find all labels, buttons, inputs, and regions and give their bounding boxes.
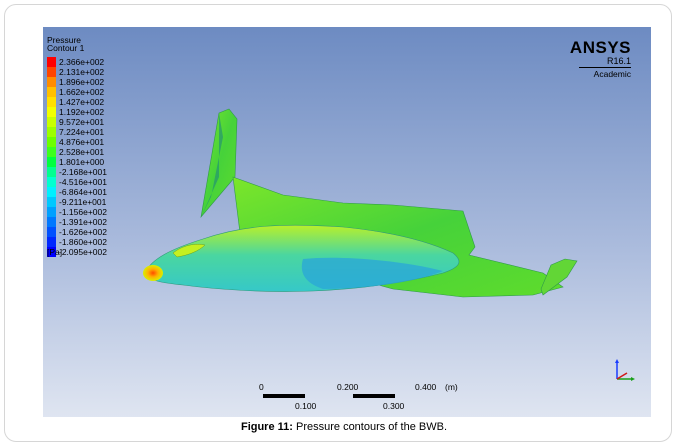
scale-bar: 0 0.200 0.400 (m) 0.100 0.300 xyxy=(253,377,473,417)
legend-label: 7.224e+001 xyxy=(59,127,105,137)
legend-label: -6.864e+001 xyxy=(59,187,107,197)
scale-tick-100: 0.100 xyxy=(295,401,317,411)
brand-divider xyxy=(579,67,631,68)
legend-swatch xyxy=(47,137,56,147)
nose-stagnation xyxy=(143,265,163,281)
scale-tick-300: 0.300 xyxy=(383,401,405,411)
legend-swatch xyxy=(47,187,56,197)
legend-label: 2.366e+002 xyxy=(59,57,105,67)
legend-label: 1.801e+000 xyxy=(59,157,105,167)
legend-label: -1.626e+002 xyxy=(59,227,107,237)
legend-swatch xyxy=(47,87,56,97)
ansys-logo: ANSYS R16.1 Academic xyxy=(570,39,631,79)
legend-title: Pressure Contour 1 xyxy=(47,35,85,53)
legend-swatch xyxy=(47,97,56,107)
legend-label: -4.516e+001 xyxy=(59,177,107,187)
legend-swatch xyxy=(47,167,56,177)
legend-label: -1.860e+002 xyxy=(59,237,107,247)
legend-swatch xyxy=(47,127,56,137)
legend-swatch xyxy=(47,227,56,237)
legend-swatch xyxy=(47,247,56,257)
legend-swatch xyxy=(47,107,56,117)
cockpit xyxy=(172,244,206,258)
legend-swatch xyxy=(47,177,56,187)
legend-label: 1.896e+002 xyxy=(59,77,105,87)
legend-swatch xyxy=(47,77,56,87)
legend-labels: 2.366e+002 2.131e+002 1.896e+002 1.662e+002… xyxy=(59,57,107,257)
legend-swatch xyxy=(47,217,56,227)
legend-label: 2.528e+001 xyxy=(59,147,105,157)
legend-swatch xyxy=(47,237,56,247)
legend-swatch xyxy=(47,197,56,207)
axis-triad-icon xyxy=(615,359,635,381)
legend-label: 1.192e+002 xyxy=(59,107,105,117)
fin-shadow xyxy=(201,113,223,217)
figure-frame: Pressure Contour 1 2.366e+002 2.131e+002 1… xyxy=(4,4,672,442)
legend-title-line1: Pressure xyxy=(47,35,82,45)
render-viewport: Pressure Contour 1 2.366e+002 2.131e+002 1… xyxy=(43,27,651,417)
legend-label: 4.876e+001 xyxy=(59,137,105,147)
scale-tick-0: 0 xyxy=(259,382,264,392)
legend-color-bar xyxy=(47,57,56,257)
brand-version: R16.1 xyxy=(606,56,631,66)
winglet xyxy=(540,258,578,296)
caption-label: Figure 11: xyxy=(240,421,293,433)
legend-swatch xyxy=(47,157,56,167)
scale-segment-1 xyxy=(263,394,305,398)
scale-tick-400: 0.400 xyxy=(415,382,437,392)
legend-swatch xyxy=(47,57,56,67)
legend-label: 9.572e+001 xyxy=(59,117,105,127)
figure-caption: Figure 11: Pressure contours of the BWB. xyxy=(5,421,678,433)
legend-swatch xyxy=(47,147,56,157)
caption-text: Pressure contours of the BWB. xyxy=(292,421,448,433)
legend-title-line2: Contour 1 xyxy=(47,43,85,53)
legend-swatch xyxy=(47,207,56,217)
low-pressure-region xyxy=(301,257,443,289)
legend-label: -9.211e+001 xyxy=(59,197,107,207)
brand-name: ANSYS xyxy=(569,38,631,57)
legend-label: 1.427e+002 xyxy=(59,97,105,107)
legend-label: -1.391e+002 xyxy=(59,217,107,227)
bwb-aircraft-contour xyxy=(143,108,578,298)
legend-swatch xyxy=(47,117,56,127)
legend-swatch xyxy=(47,67,56,77)
scale-unit: (m) xyxy=(445,382,458,392)
scale-tick-200: 0.200 xyxy=(337,382,359,392)
legend-label: 1.662e+002 xyxy=(59,87,105,97)
legend-unit: [Pa] xyxy=(47,247,63,257)
scale-segment-2 xyxy=(353,394,395,398)
legend-label: 2.131e+002 xyxy=(59,67,105,77)
brand-edition: Academic xyxy=(593,69,631,79)
legend-label: -2.168e+001 xyxy=(59,167,107,177)
legend-label: -2.095e+002 xyxy=(59,247,107,257)
legend-label: -1.156e+002 xyxy=(59,207,107,217)
